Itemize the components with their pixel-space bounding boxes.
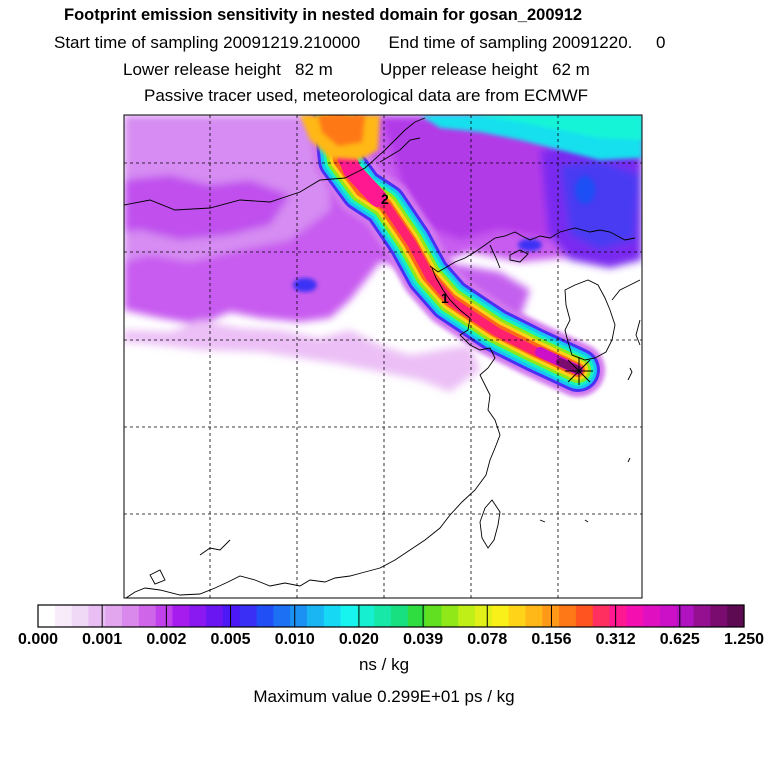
colorbar-swatch [626, 605, 644, 627]
colorbar-swatch [693, 605, 711, 627]
map-title: Footprint emission sensitivity in nested… [64, 6, 583, 24]
colorbar-swatch [155, 605, 174, 627]
colorbar-swatch [189, 605, 207, 627]
age-marker-2: 2 [381, 191, 389, 207]
colorbar-ticks: 0.000 0.001 0.002 0.005 0.010 0.020 0.039 0.078… [18, 605, 764, 648]
grid-lines [124, 115, 642, 598]
colorbar-swatch [256, 605, 274, 627]
colorbar-swatch [559, 605, 577, 627]
colorbar-swatch [222, 605, 241, 627]
colorbar-swatch [172, 605, 190, 627]
colorbar-tick-label: 0.156 [531, 631, 571, 648]
release-height-line: Lower release height 82 m Upper release … [123, 60, 590, 79]
colorbar-tick-label: 0.002 [146, 631, 186, 648]
colorbar-swatch [525, 605, 543, 627]
colorbar-swatch [407, 605, 426, 627]
colorbar-tick-label: 0.625 [660, 631, 700, 648]
colorbar-swatch [306, 605, 325, 627]
colorbar-tick-label: 0.312 [596, 631, 636, 648]
colorbar-swatch [88, 605, 106, 627]
age-marker-1: 1 [441, 290, 449, 306]
colorbar-swatch [727, 605, 745, 627]
colorbar-swatch [340, 605, 358, 627]
colorbar-tick-label: 0.005 [211, 631, 251, 648]
colorbar-tick-label: 0.078 [467, 631, 507, 648]
sampling-time-line: Start time of sampling 20091219.210000 E… [54, 33, 666, 52]
colorbar-units: ns / kg [358, 655, 410, 674]
colorbar-swatch [676, 605, 695, 627]
colorbar-swatch [290, 605, 308, 627]
colorbar-swatch [424, 605, 443, 627]
colorbar [38, 605, 745, 627]
colorbar-swatch [357, 605, 375, 627]
colorbar-tick-label: 0.010 [275, 631, 315, 648]
colorbar-swatch [391, 605, 409, 627]
colorbar-swatch [475, 605, 493, 627]
colorbar-swatch [575, 605, 594, 627]
colorbar-swatch [659, 605, 678, 627]
colorbar-swatch [508, 605, 527, 627]
colorbar-swatch [105, 605, 123, 627]
colorbar-tick-label: 1.250 [724, 631, 764, 648]
map-area: 2 1 [124, 115, 642, 598]
maximum-value-label: Maximum value 0.299E+01 ps / kg [253, 687, 515, 706]
colorbar-swatch [206, 605, 224, 627]
colorbar-swatch [38, 605, 56, 627]
receptor-site-icon [565, 357, 593, 385]
colorbar-swatch [592, 605, 611, 627]
colorbar-swatch [273, 605, 291, 627]
colorbar-swatch [643, 605, 661, 627]
colorbar-tick-label: 0.020 [339, 631, 379, 648]
colorbar-swatch [441, 605, 459, 627]
colorbar-tick-label: 0.000 [18, 631, 58, 648]
colorbar-swatch [71, 605, 90, 627]
colorbar-swatch [710, 605, 728, 627]
colorbar-swatch [54, 605, 73, 627]
colorbar-tick-label: 0.039 [403, 631, 443, 648]
colorbar-swatch [491, 605, 510, 627]
tracer-info-line: Passive tracer used, meteorological data… [144, 86, 589, 105]
colorbar-swatch [609, 605, 627, 627]
colorbar-swatch [323, 605, 342, 627]
colorbar-swatch [138, 605, 157, 627]
colorbar-swatch [122, 605, 140, 627]
map-frame [123, 114, 643, 599]
coastlines [124, 117, 641, 598]
colorbar-swatch [239, 605, 258, 627]
colorbar-swatch [458, 605, 476, 627]
colorbar-swatch [374, 605, 392, 627]
colorbar-tick-label: 0.001 [82, 631, 122, 648]
